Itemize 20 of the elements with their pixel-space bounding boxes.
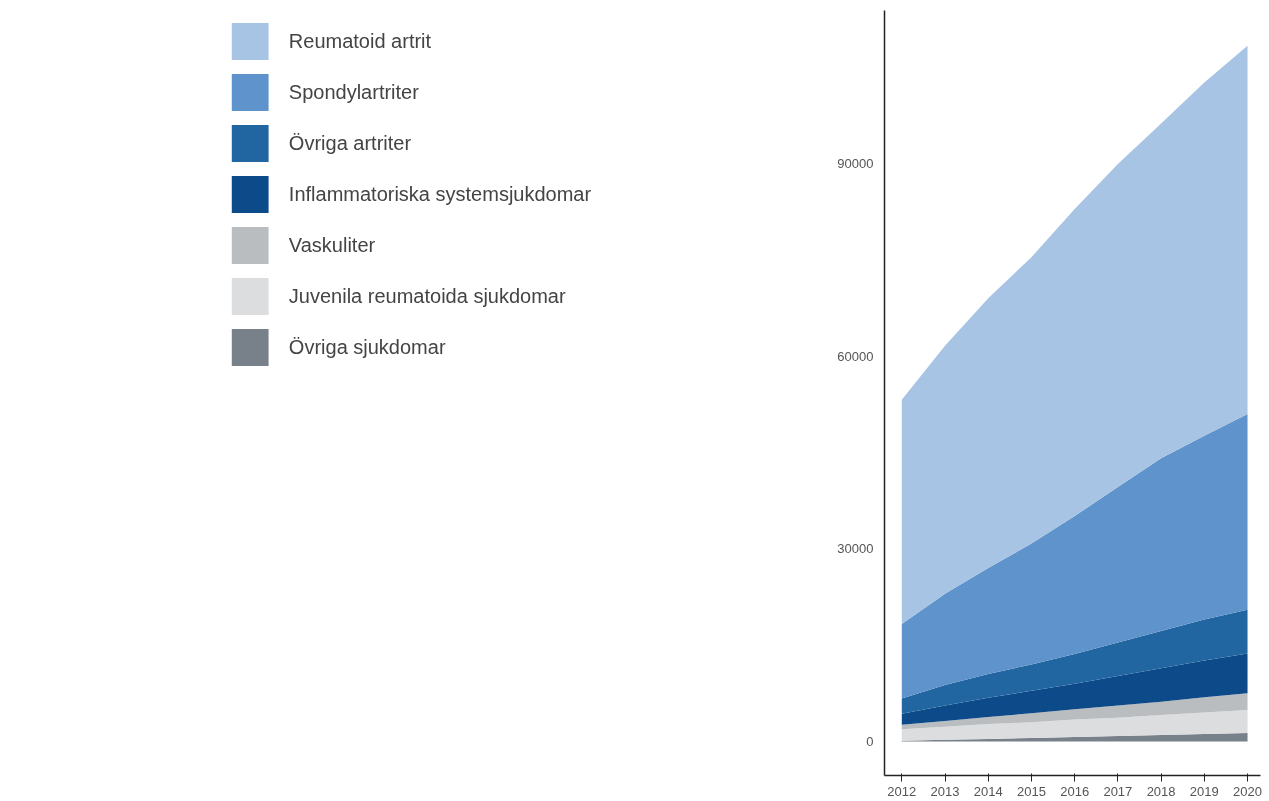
x-tick-label: 2012 [887, 783, 917, 799]
legend-label: Reumatoid artrit [288, 29, 432, 53]
y-tick-label: 60000 [837, 348, 874, 364]
x-tick-label: 2019 [1189, 783, 1219, 799]
x-tick-label: 2013 [930, 783, 960, 799]
legend-label: Övriga sjukdomar [288, 335, 446, 359]
legend-label: Inflammatoriska systemsjukdomar [288, 182, 592, 206]
legend-label: Juvenila reumatoida sjukdomar [288, 284, 566, 308]
legend-label: Övriga artriter [288, 131, 412, 155]
x-tick-label: 2020 [1233, 783, 1262, 799]
x-tick-label: 2015 [1016, 783, 1046, 799]
y-tick-label: 30000 [837, 541, 874, 557]
y-tick-label: 90000 [837, 155, 874, 171]
x-tick-label: 2016 [1060, 783, 1090, 799]
x-tick-label: 2017 [1103, 783, 1133, 799]
y-tick-label: 0 [866, 733, 874, 749]
legend-label: Spondylartriter [288, 80, 419, 104]
legend-label: Vaskuliter [288, 233, 376, 257]
x-tick-label: 2018 [1146, 783, 1176, 799]
x-tick-label: 2014 [973, 783, 1003, 799]
